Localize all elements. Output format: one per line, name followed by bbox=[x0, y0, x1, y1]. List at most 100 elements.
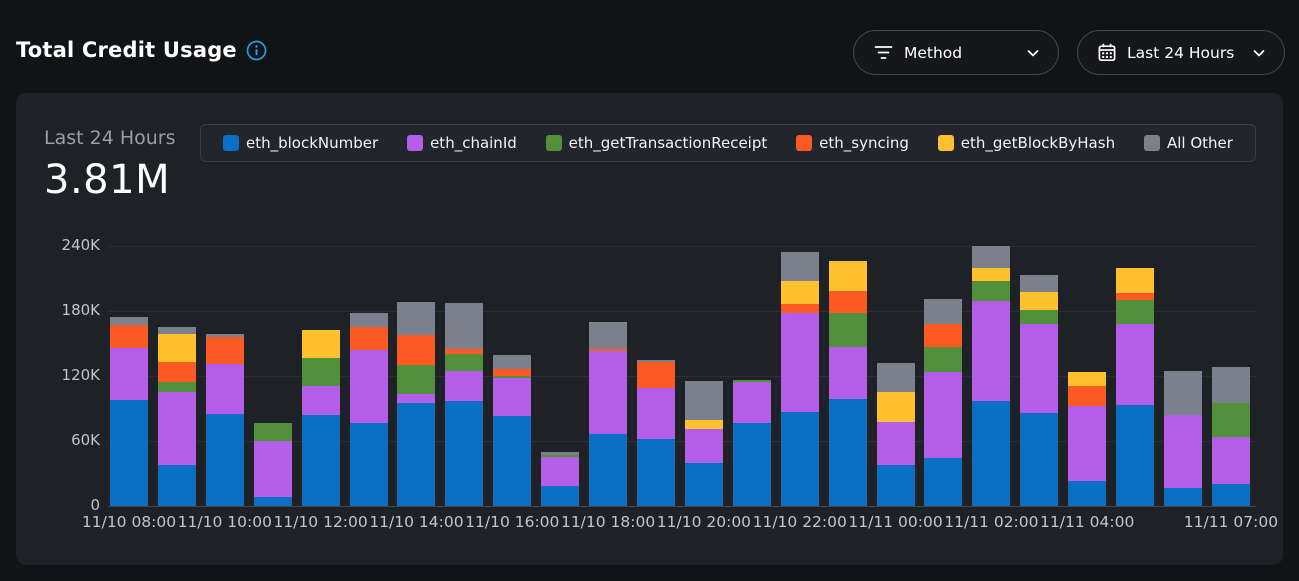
bar-segment-eth_getBlockByHash bbox=[1068, 372, 1107, 386]
stacked-bar bbox=[541, 452, 580, 506]
bar-segment-eth_syncing bbox=[637, 362, 675, 388]
bar-segment-eth_blockNumber bbox=[972, 401, 1011, 506]
bar-segment-eth_chainId bbox=[924, 372, 963, 458]
y-axis-tick-label: 180K bbox=[61, 301, 100, 319]
legend-swatch bbox=[545, 135, 562, 151]
legend-label: eth_getBlockByHash bbox=[960, 134, 1116, 152]
bar-segment-All Other bbox=[684, 381, 723, 420]
stacked-bar bbox=[445, 303, 484, 506]
bar-segment-eth_blockNumber bbox=[1020, 413, 1059, 506]
stacked-bar bbox=[924, 299, 963, 506]
x-axis-tick-label: 11/10 20:00 bbox=[656, 513, 752, 531]
bar-segment-eth_chainId bbox=[1116, 324, 1155, 405]
legend-item-eth_gettransactionreceipt[interactable]: eth_getTransactionReceipt bbox=[545, 134, 768, 152]
info-circle-icon[interactable] bbox=[246, 40, 267, 61]
gridline-60K bbox=[108, 441, 1256, 442]
bar-segment-eth_chainId bbox=[493, 378, 532, 416]
bar-segment-eth_chainId bbox=[1068, 406, 1107, 481]
legend-item-all-other[interactable]: All Other bbox=[1143, 134, 1233, 152]
x-axis-tick-label: 11/11 00:00 bbox=[848, 513, 943, 531]
bar-segment-eth_syncing bbox=[780, 304, 819, 313]
legend-label: eth_getTransactionReceipt bbox=[568, 134, 768, 152]
legend-item-eth_chainid[interactable]: eth_chainId bbox=[407, 134, 517, 152]
bar-segment-eth_blockNumber bbox=[589, 434, 628, 506]
gridline-180K bbox=[108, 311, 1256, 312]
stacked-bar bbox=[1116, 268, 1155, 506]
calendar-icon bbox=[1098, 43, 1116, 62]
bar-segment-eth_chainId bbox=[1211, 437, 1250, 484]
bar-segment-eth_syncing bbox=[589, 349, 628, 351]
bar-segment-eth_getTransactionReceipt bbox=[157, 382, 196, 392]
bar-segment-eth_getBlockByHash bbox=[301, 330, 340, 358]
bar-segment-All Other bbox=[589, 322, 628, 349]
bar-segment-eth_getTransactionReceipt bbox=[972, 281, 1011, 301]
x-axis-tick-label: 11/10 18:00 bbox=[560, 513, 656, 531]
bar-segment-All Other bbox=[157, 327, 196, 334]
bar-segment-eth_chainId bbox=[684, 429, 723, 463]
stacked-bar bbox=[110, 317, 148, 506]
bar-segment-eth_chainId bbox=[541, 457, 580, 486]
legend-swatch bbox=[407, 135, 424, 151]
bar-segment-eth_chainId bbox=[445, 371, 484, 401]
stacked-bar bbox=[157, 327, 196, 506]
legend-item-eth_getblockbyhash[interactable]: eth_getBlockByHash bbox=[937, 134, 1116, 152]
bar-segment-eth_blockNumber bbox=[301, 415, 340, 506]
bar-segment-eth_chainId bbox=[1020, 324, 1059, 413]
bar-segment-eth_chainId bbox=[972, 301, 1011, 401]
bar-segment-eth_getBlockByHash bbox=[972, 268, 1011, 281]
bar-segment-eth_syncing bbox=[924, 324, 963, 347]
bar-segment-eth_getTransactionReceipt bbox=[1116, 300, 1155, 324]
bar-segment-eth_blockNumber bbox=[157, 465, 196, 506]
legend-item-eth_blocknumber[interactable]: eth_blockNumber bbox=[223, 134, 378, 152]
stacked-bar bbox=[397, 302, 436, 506]
bar-segment-eth_blockNumber bbox=[397, 403, 436, 506]
time-range-dropdown[interactable]: Last 24 Hours bbox=[1077, 30, 1285, 75]
legend-label: eth_chainId bbox=[430, 134, 517, 152]
stacked-bar bbox=[828, 261, 867, 506]
bar-segment-eth_syncing bbox=[1116, 293, 1155, 300]
legend-swatch bbox=[937, 135, 954, 151]
y-axis-tick-label: 0 bbox=[90, 496, 100, 514]
y-axis-tick-label: 240K bbox=[61, 236, 100, 254]
bar-segment-eth_chainId bbox=[110, 348, 148, 400]
legend-item-eth_syncing[interactable]: eth_syncing bbox=[796, 134, 909, 152]
bar-segment-eth_syncing bbox=[110, 325, 148, 348]
bar-segment-eth_blockNumber bbox=[541, 486, 580, 506]
summary-period-label: Last 24 Hours bbox=[44, 127, 176, 149]
gridline-0 bbox=[108, 506, 1256, 507]
bar-segment-eth_chainId bbox=[780, 313, 819, 412]
bar-segment-eth_syncing bbox=[493, 369, 532, 376]
bar-segment-All Other bbox=[493, 355, 532, 369]
stacked-bar bbox=[1068, 372, 1107, 506]
header-controls: Method Last 24 Hours bbox=[853, 30, 1285, 75]
time-range-label: Last 24 Hours bbox=[1127, 43, 1235, 62]
bar-segment-All Other bbox=[780, 252, 819, 281]
bar-segment-eth_chainId bbox=[637, 388, 675, 439]
stacked-bar bbox=[732, 380, 771, 506]
bar-segment-All Other bbox=[1164, 371, 1203, 415]
bar-segment-All Other bbox=[972, 246, 1011, 268]
bar-segment-All Other bbox=[541, 452, 580, 455]
bar-segment-eth_blockNumber bbox=[1164, 488, 1203, 506]
x-axis-tick-label: 11/10 14:00 bbox=[369, 513, 464, 531]
stacked-bar bbox=[493, 355, 532, 506]
bar-segment-eth_blockNumber bbox=[205, 414, 244, 506]
bar-segment-eth_chainId bbox=[397, 394, 436, 403]
bar-segment-All Other bbox=[1211, 367, 1250, 403]
legend-swatch bbox=[223, 135, 239, 151]
bar-segment-eth_syncing bbox=[445, 349, 484, 354]
bar-segment-eth_getTransactionReceipt bbox=[301, 358, 340, 386]
bar-segment-eth_getBlockByHash bbox=[1116, 268, 1155, 293]
summary-total-value: 3.81M bbox=[44, 157, 171, 203]
x-axis-tick-label: 11/10 08:00 bbox=[81, 513, 177, 531]
method-filter-dropdown[interactable]: Method bbox=[853, 30, 1059, 75]
bar-segment-eth_getBlockByHash bbox=[157, 334, 196, 362]
bar-segment-eth_chainId bbox=[157, 392, 196, 465]
stacked-bar bbox=[349, 313, 388, 506]
bar-segment-eth_blockNumber bbox=[637, 439, 675, 506]
legend-label: eth_blockNumber bbox=[246, 134, 379, 152]
y-axis-tick-label: 60K bbox=[71, 431, 100, 449]
x-axis-tick-label: 11/10 12:00 bbox=[273, 513, 368, 531]
legend-label: All Other bbox=[1166, 134, 1233, 152]
